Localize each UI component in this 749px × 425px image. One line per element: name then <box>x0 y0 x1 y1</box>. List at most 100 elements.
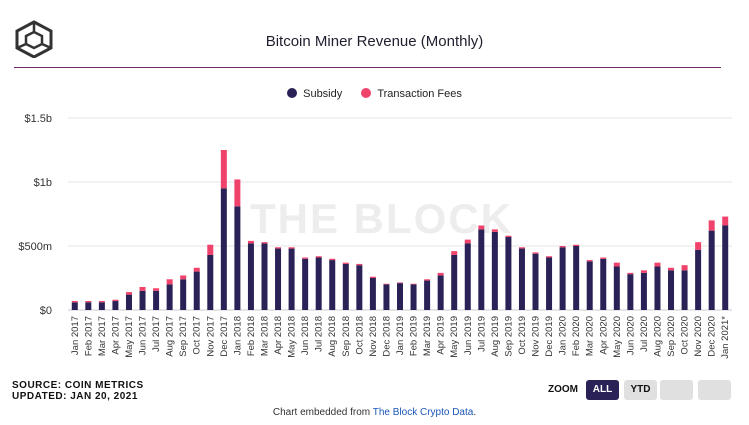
bar-subsidy <box>559 247 566 310</box>
x-tick-label: Aug 2019 <box>490 316 501 357</box>
bar-subsidy <box>315 257 322 310</box>
x-tick-label: Jan 2020 <box>558 316 569 355</box>
bar-subsidy <box>397 283 403 310</box>
x-tick-label: May 2017 <box>124 316 135 358</box>
x-tick-label: Oct 2017 <box>192 316 203 355</box>
bar-transaction-fees <box>491 229 498 232</box>
header-divider <box>14 67 721 68</box>
bar-subsidy <box>708 230 715 310</box>
x-tick-label: Oct 2020 <box>680 316 691 355</box>
zoom-blank-button-2[interactable] <box>698 380 731 400</box>
bar-subsidy <box>518 248 525 310</box>
legend-label-subsidy: Subsidy <box>303 88 343 100</box>
bar-transaction-fees <box>627 272 634 275</box>
bar-subsidy <box>600 258 607 310</box>
x-tick-label: Sep 2018 <box>341 316 352 357</box>
x-tick-label: Jul 2017 <box>151 316 162 352</box>
bar-transaction-fees <box>234 179 241 207</box>
zoom-blank-button-1[interactable] <box>660 380 693 400</box>
x-tick-label: Feb 2017 <box>83 316 94 356</box>
bar-subsidy <box>207 254 214 310</box>
x-tick-label: Jul 2019 <box>476 316 487 352</box>
bar-transaction-fees <box>573 244 580 246</box>
the-block-logo-icon <box>15 20 53 58</box>
bar-subsidy <box>356 265 363 310</box>
bar-transaction-fees <box>369 276 376 278</box>
bar-transaction-fees <box>315 256 322 258</box>
embed-prefix: Chart embedded from <box>272 407 373 418</box>
y-tick-label: $1b <box>34 177 52 189</box>
bar-subsidy <box>275 248 282 310</box>
bar-transaction-fees <box>532 252 539 254</box>
embed-link[interactable]: The Block Crypto Data <box>372 407 474 418</box>
bar-transaction-fees <box>383 283 390 285</box>
bar-transaction-fees <box>722 216 729 226</box>
bar-transaction-fees <box>518 247 525 249</box>
x-tick-label: May 2019 <box>449 316 460 358</box>
bar-transaction-fees <box>559 246 566 248</box>
bar-subsidy <box>193 271 200 310</box>
bar-transaction-fees <box>654 262 661 267</box>
x-tick-label: Feb 2019 <box>409 316 420 356</box>
zoom-ytd-button[interactable]: YTD <box>624 380 657 400</box>
bar-transaction-fees <box>207 244 214 255</box>
bar-subsidy <box>613 266 620 310</box>
x-tick-label: May 2020 <box>612 316 623 358</box>
x-tick-label: Oct 2019 <box>517 316 528 355</box>
y-tick-label: $1.5b <box>24 113 52 125</box>
x-tick-label: Jan 2021* <box>720 316 731 359</box>
bar-transaction-fees <box>356 263 363 266</box>
chart-header: Bitcoin Miner Revenue (Monthly) <box>0 0 749 68</box>
bar-subsidy <box>302 258 309 310</box>
legend-item-subsidy[interactable]: Subsidy <box>287 88 342 100</box>
legend-dot-subsidy <box>287 88 298 98</box>
bar-transaction-fees <box>586 260 593 262</box>
x-tick-label: Jan 2019 <box>395 316 406 355</box>
x-tick-label: Aug 2018 <box>327 316 338 357</box>
bar-transaction-fees <box>410 283 417 285</box>
bar-subsidy <box>369 278 376 310</box>
bar-subsidy <box>85 302 92 310</box>
chart-title: Bitcoin Miner Revenue (Monthly) <box>265 33 484 50</box>
bar-transaction-fees <box>668 267 675 271</box>
x-tick-label: Jul 2018 <box>314 316 325 352</box>
x-tick-label: Mar 2017 <box>97 316 108 356</box>
y-tick-label: $500m <box>18 241 52 253</box>
zoom-all-button[interactable]: ALL <box>586 380 619 400</box>
bar-subsidy <box>139 290 146 310</box>
source-note: SOURCE: COIN METRICS UPDATED: JAN 20, 20… <box>12 380 144 402</box>
bar-subsidy <box>654 266 661 310</box>
x-tick-label: Jun 2020 <box>625 316 636 355</box>
watermark: THE BLOCK <box>250 195 513 242</box>
x-tick-label: Jun 2019 <box>463 316 474 355</box>
bar-transaction-fees <box>166 279 173 285</box>
legend-dot-transaction-fees <box>361 88 372 98</box>
bar-subsidy <box>342 263 349 310</box>
bar-transaction-fees <box>681 265 688 271</box>
x-tick-label: Feb 2018 <box>246 316 257 356</box>
bar-transaction-fees <box>342 262 349 264</box>
bar-transaction-fees <box>505 235 512 238</box>
bar-subsidy <box>573 246 580 310</box>
x-tick-label: Nov 2018 <box>368 316 379 357</box>
bar-subsidy <box>98 302 105 310</box>
legend-item-transaction-fees[interactable]: Transaction Fees <box>361 88 462 100</box>
bar-transaction-fees <box>302 257 309 259</box>
bar-transaction-fees <box>437 272 444 276</box>
bar-subsidy <box>166 284 173 310</box>
bar-subsidy <box>491 231 498 310</box>
x-tick-label: Mar 2019 <box>422 316 433 356</box>
embed-note: Chart embedded from The Block Crypto Dat… <box>0 407 749 418</box>
x-tick-label: Mar 2020 <box>585 316 596 356</box>
embed-suffix: . <box>473 407 477 418</box>
bar-transaction-fees <box>261 242 268 244</box>
x-tick-label: Feb 2020 <box>571 316 582 356</box>
updated-text: UPDATED: JAN 20, 2021 <box>12 391 138 402</box>
zoom-label: ZOOM <box>548 384 578 395</box>
bar-transaction-fees <box>153 288 160 291</box>
bar-transaction-fees <box>640 270 647 273</box>
bar-transaction-fees <box>112 299 119 302</box>
bar-transaction-fees <box>98 301 105 303</box>
x-tick-label: Jul 2020 <box>639 316 650 352</box>
bar-subsidy <box>71 302 78 310</box>
